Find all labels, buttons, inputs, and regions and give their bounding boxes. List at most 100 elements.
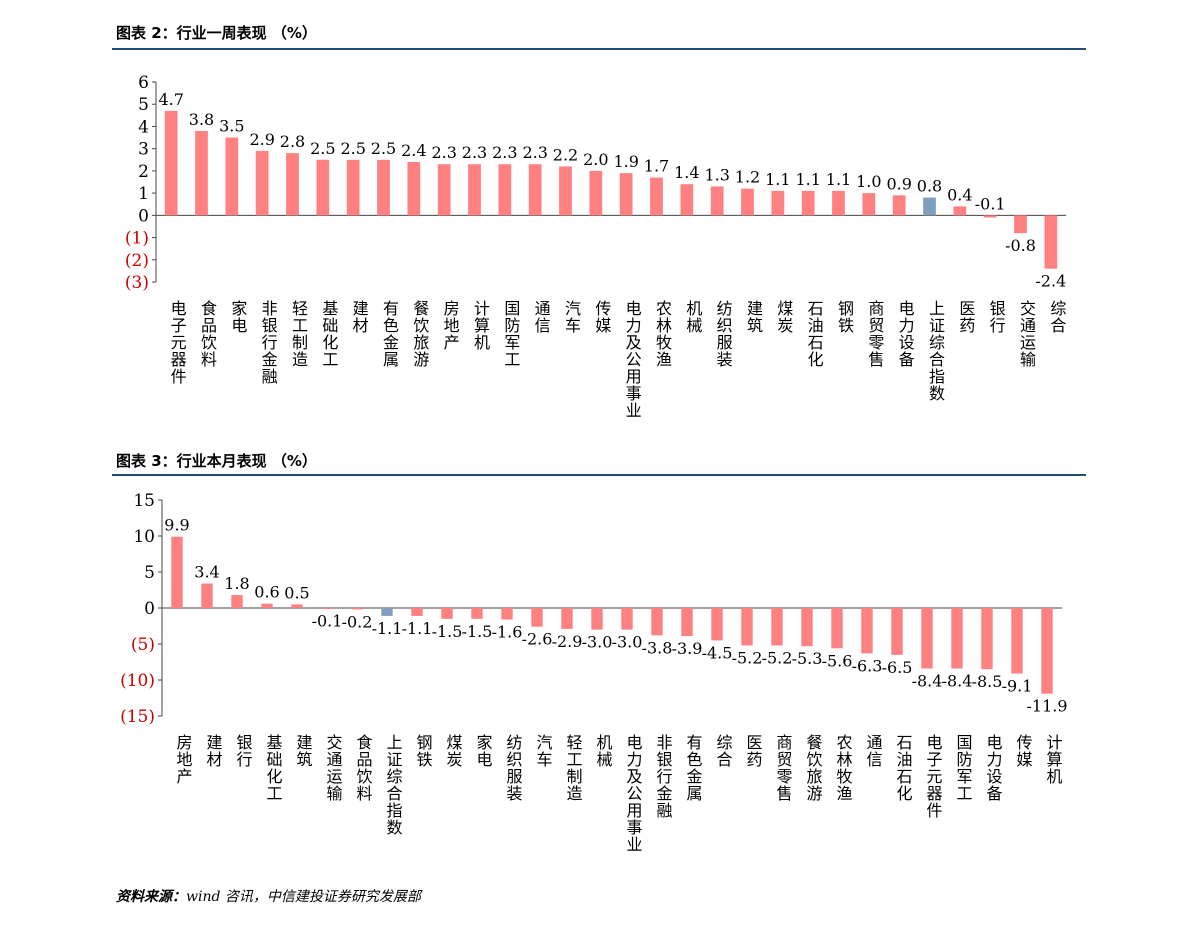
weekly-bar xyxy=(164,110,178,216)
monthly-bar xyxy=(561,608,573,629)
monthly-bar xyxy=(831,608,843,649)
monthly-category-label: 非银行金融 xyxy=(654,734,673,819)
weekly-category-label: 家电 xyxy=(228,300,247,334)
monthly-data-label: -5.6 xyxy=(822,651,853,670)
monthly-category-label: 通信 xyxy=(864,734,883,768)
monthly-data-label: -0.1 xyxy=(312,612,343,631)
weekly-category-label: 银行 xyxy=(987,300,1006,334)
monthly-bar xyxy=(801,608,813,647)
monthly-bar xyxy=(471,608,483,619)
weekly-bar xyxy=(225,137,239,216)
monthly-y-tick-label: 0 xyxy=(144,599,155,619)
monthly-bar xyxy=(921,608,933,669)
monthly-bar xyxy=(861,608,873,654)
weekly-data-label: -0.8 xyxy=(1005,236,1036,255)
monthly-y-tick-label: (5) xyxy=(131,635,155,655)
monthly-data-label: 0.5 xyxy=(284,583,309,602)
monthly-data-label: -6.5 xyxy=(882,658,913,677)
weekly-data-label: 2.9 xyxy=(249,130,274,149)
weekly-bar xyxy=(498,164,512,216)
weekly-data-label: 0.9 xyxy=(886,174,911,193)
monthly-category-label: 交通运输 xyxy=(324,734,343,802)
weekly-category-label: 房地产 xyxy=(441,300,460,351)
weekly-bar xyxy=(771,190,785,216)
monthly-category-label: 有色金属 xyxy=(684,734,703,802)
monthly-category-label: 农林牧渔 xyxy=(834,734,853,802)
weekly-data-label: -2.4 xyxy=(1035,272,1066,291)
weekly-y-tick-label: 1 xyxy=(138,184,149,204)
monthly-bar xyxy=(321,608,333,609)
weekly-data-label: 0.4 xyxy=(947,185,972,204)
monthly-data-label: -8.4 xyxy=(912,671,943,690)
monthly-bar xyxy=(1011,608,1023,674)
weekly-category-label: 商贸零售 xyxy=(865,300,884,368)
monthly-category-label: 钢铁 xyxy=(414,734,433,768)
weekly-category-label: 电力设备 xyxy=(896,300,915,368)
weekly-category-label: 建筑 xyxy=(744,300,763,334)
monthly-data-label: -1.1 xyxy=(372,619,403,638)
weekly-y-tick-label: (1) xyxy=(125,229,149,249)
monthly-data-label: -2.6 xyxy=(522,630,553,649)
weekly-data-label: 3.5 xyxy=(219,117,244,136)
monthly-bar xyxy=(741,608,753,646)
weekly-y-tick-label: 5 xyxy=(138,95,149,115)
monthly-data-label: -1.1 xyxy=(402,619,433,638)
weekly-category-label: 基础化工 xyxy=(319,300,338,368)
monthly-data-label: -3.9 xyxy=(672,639,703,658)
weekly-category-label: 电力及公用事业 xyxy=(623,300,642,419)
weekly-data-label: 2.3 xyxy=(492,143,517,162)
weekly-category-label: 上证综合指数 xyxy=(926,300,945,402)
monthly-category-label: 基础化工 xyxy=(264,734,283,802)
weekly-data-label: 2.3 xyxy=(431,143,456,162)
weekly-category-label: 国防军工 xyxy=(501,300,520,368)
weekly-bar xyxy=(1014,215,1027,234)
monthly-category-label: 电子元器件 xyxy=(924,734,943,819)
weekly-data-label: 2.4 xyxy=(401,141,426,160)
monthly-bar xyxy=(891,608,903,655)
weekly-data-label: 1.4 xyxy=(674,163,699,182)
monthly-y-tick-label: (15) xyxy=(120,707,155,727)
monthly-data-label: -5.2 xyxy=(762,648,793,667)
monthly-data-label: 0.6 xyxy=(254,583,279,602)
figure-3-title: 图表 3：行业本月表现 （%） xyxy=(116,452,317,470)
monthly-bar xyxy=(351,608,363,610)
source-label: 资料来源： xyxy=(116,889,186,905)
weekly-data-label: 1.0 xyxy=(856,172,881,191)
weekly-category-label: 通信 xyxy=(532,300,551,334)
weekly-category-label: 综合 xyxy=(1047,300,1066,334)
weekly-bar xyxy=(680,184,694,216)
monthly-data-label: -0.2 xyxy=(342,612,373,631)
monthly-data-label: -4.5 xyxy=(702,643,733,662)
monthly-bar xyxy=(201,583,213,608)
weekly-bar xyxy=(953,206,967,216)
weekly-bar xyxy=(1044,215,1058,269)
weekly-data-label: 1.1 xyxy=(795,170,820,189)
monthly-category-label: 煤炭 xyxy=(444,734,463,768)
weekly-bar xyxy=(741,188,754,216)
monthly-bar xyxy=(591,608,603,630)
monthly-category-label: 机械 xyxy=(594,734,613,768)
weekly-category-label: 医药 xyxy=(956,300,975,334)
weekly-data-label: 1.9 xyxy=(613,152,638,171)
monthly-bar xyxy=(711,608,723,641)
weekly-category-label: 非银行金融 xyxy=(259,300,278,385)
weekly-bar xyxy=(255,150,269,216)
monthly-bar xyxy=(381,608,393,616)
weekly-bar xyxy=(832,190,845,216)
monthly-category-label: 综合 xyxy=(714,734,733,768)
monthly-bar xyxy=(951,608,963,669)
weekly-category-label: 轻工制造 xyxy=(289,300,308,368)
monthly-data-label: -8.4 xyxy=(942,671,973,690)
monthly-bar xyxy=(651,608,663,636)
monthly-category-label: 房地产 xyxy=(174,734,193,785)
weekly-bar xyxy=(710,186,724,216)
monthly-category-label: 电力及公用事业 xyxy=(624,734,643,853)
weekly-category-label: 传媒 xyxy=(592,300,611,334)
monthly-bar xyxy=(771,608,783,646)
monthly-category-label: 传媒 xyxy=(1014,734,1033,768)
monthly-bar xyxy=(291,604,303,608)
weekly-category-label: 餐饮旅游 xyxy=(410,300,429,368)
weekly-bar xyxy=(468,164,481,216)
weekly-category-label: 交通运输 xyxy=(1017,300,1036,368)
weekly-category-label: 煤炭 xyxy=(774,300,793,334)
